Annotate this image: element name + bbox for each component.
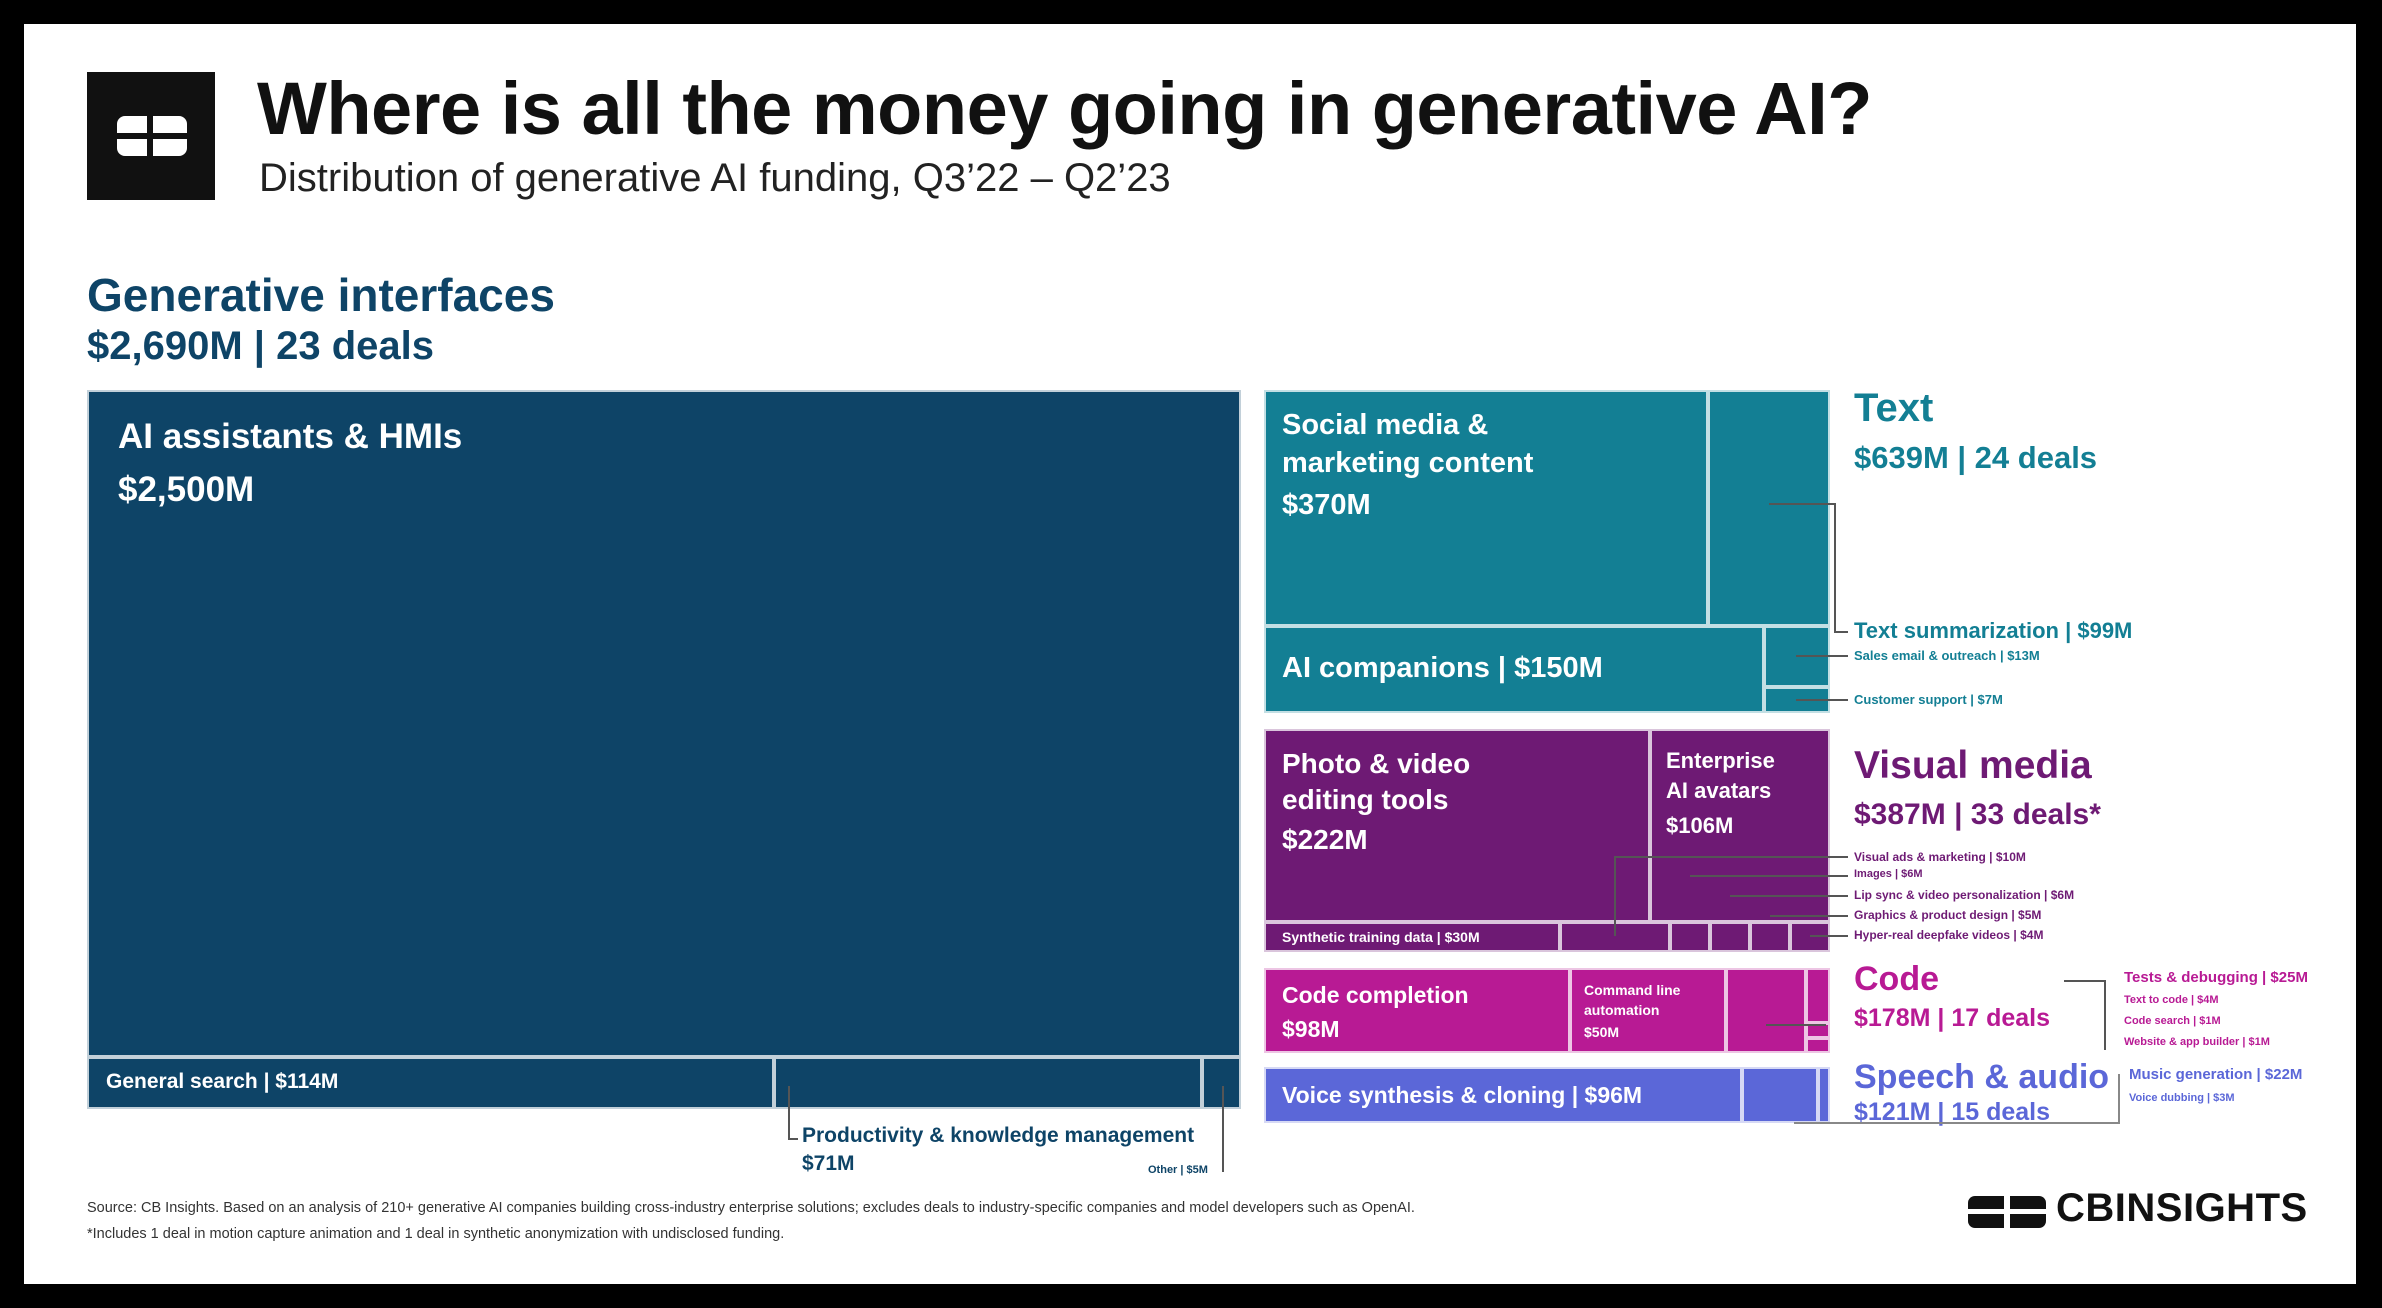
- tile-general-search: [87, 1057, 774, 1109]
- leader-tests-h: [1766, 1024, 1826, 1026]
- tile-value-enterprise-avatars: $106M: [1666, 813, 1734, 838]
- leader-visual-ads-v: [1614, 856, 1616, 936]
- tile-label-synthetic-data: Synthetic training data | $30M: [1282, 929, 1480, 945]
- tile-website-builder: [1806, 1038, 1830, 1053]
- group-summary-text: $639M | 24 deals: [1854, 440, 2098, 475]
- tile-label-enterprise-avatars-2: AI avatars: [1666, 778, 1772, 803]
- label-images: Images | $6M: [1854, 868, 1923, 880]
- tile-label-general-search: General search | $114M: [106, 1070, 339, 1093]
- leader-customer-support: [1796, 699, 1848, 701]
- leader-other: [1222, 1086, 1224, 1172]
- tile-deepfake: [1790, 922, 1830, 952]
- cb-logo-icon: [87, 72, 215, 200]
- tile-label-command-line-1: Command line: [1584, 982, 1681, 998]
- group-title-speech-audio: Speech & audio: [1854, 1058, 2110, 1096]
- group-title-visual-media: Visual media: [1854, 744, 2092, 787]
- group-summary-generative-interfaces: $2,690M | 23 deals: [87, 324, 434, 368]
- group-title-code: Code: [1854, 960, 1939, 998]
- tile-ai-assistants: [87, 390, 1241, 1057]
- label-code-search: Code search | $1M: [2124, 1015, 2221, 1027]
- footer-source: Source: CB Insights. Based on an analysi…: [87, 1200, 1415, 1216]
- tile-value-code-completion: $98M: [1282, 1016, 1340, 1042]
- tile-value-photo-video: $222M: [1282, 824, 1368, 855]
- tile-enterprise-avatars: [1650, 729, 1830, 922]
- tile-label-command-line-2: automation: [1584, 1002, 1660, 1018]
- label-lip-sync: Lip sync & video personalization | $6M: [1854, 888, 2075, 902]
- leader-speech: [1794, 1122, 2120, 1124]
- tile-label-ai-assistants: AI assistants & HMIs: [118, 417, 463, 456]
- leader-text-summarization-v: [1834, 503, 1836, 633]
- label-text-summarization: Text summarization | $99M: [1854, 618, 2133, 643]
- leader-productivity: [788, 1086, 790, 1140]
- tile-music-generation: [1742, 1067, 1818, 1123]
- tile-command-line: [1570, 968, 1726, 1053]
- page-subtitle: Distribution of generative AI funding, Q…: [259, 156, 1171, 200]
- label-text-to-code: Text to code | $4M: [2124, 994, 2219, 1006]
- leader-lip-sync: [1730, 895, 1848, 897]
- tile-label-code-completion: Code completion: [1282, 982, 1469, 1008]
- tile-voice-synthesis: [1264, 1067, 1742, 1123]
- tile-label-photo-video-1: Photo & video: [1282, 748, 1471, 779]
- tile-label-social-media-1: Social media &: [1282, 409, 1489, 441]
- tile-label-enterprise-avatars-1: Enterprise: [1666, 748, 1775, 773]
- leader-text-summarization-h: [1769, 503, 1834, 505]
- tile-text-summarization: [1708, 390, 1830, 626]
- group-summary-visual-media: $387M | 33 deals*: [1854, 798, 2101, 831]
- tile-label-photo-video-2: editing tools: [1282, 784, 1449, 815]
- label-productivity: Productivity & knowledge management: [802, 1124, 1195, 1147]
- leader-speech-v: [2118, 1074, 2120, 1124]
- leader-code-right-h: [2064, 980, 2106, 982]
- leader-code-right-v: [2104, 980, 2106, 1050]
- leader-graphics: [1770, 915, 1848, 917]
- label-tests-debugging: Tests & debugging | $25M: [2124, 969, 2308, 986]
- label-website-builder: Website & app builder | $1M: [2124, 1036, 2270, 1048]
- label-visual-ads: Visual ads & marketing | $10M: [1854, 850, 2026, 864]
- tile-images: [1670, 922, 1710, 952]
- cb-insights-logo-icon: [1966, 1192, 2050, 1232]
- group-summary-speech-audio: $121M | 15 deals: [1854, 1098, 2051, 1126]
- tile-label-social-media-2: marketing content: [1282, 447, 1534, 479]
- tile-synthetic-data: [1264, 922, 1560, 952]
- group-summary-code: $178M | 17 deals: [1854, 1004, 2051, 1032]
- tile-graphics: [1750, 922, 1790, 952]
- leader-sales-email: [1796, 655, 1848, 657]
- page-title: Where is all the money going in generati…: [257, 67, 1872, 150]
- tile-photo-video: [1264, 729, 1650, 922]
- leader-productivity-tick: [788, 1138, 798, 1140]
- tile-social-media: [1264, 390, 1708, 626]
- label-deepfake: Hyper-real deepfake videos | $4M: [1854, 928, 2044, 942]
- footer-note: *Includes 1 deal in motion capture anima…: [87, 1226, 785, 1242]
- cb-insights-wordmark: CBINSIGHTS: [2056, 1186, 2308, 1230]
- tile-ai-companions: [1264, 626, 1764, 713]
- tile-label-ai-companions: AI companions | $150M: [1282, 652, 1603, 684]
- label-voice-dubbing: Voice dubbing | $3M: [2129, 1092, 2235, 1104]
- tile-value-ai-assistants: $2,500M: [118, 470, 255, 509]
- label-sales-email: Sales email & outreach | $13M: [1854, 648, 2040, 663]
- label-graphics: Graphics & product design | $5M: [1854, 908, 2042, 922]
- label-music-generation: Music generation | $22M: [2129, 1066, 2303, 1083]
- tile-value-command-line: $50M: [1584, 1024, 1620, 1040]
- tile-label-voice-synthesis: Voice synthesis & cloning | $96M: [1282, 1082, 1643, 1108]
- infographic-card: Where is all the money going in generati…: [24, 24, 2356, 1284]
- tile-voice-dubbing: [1818, 1067, 1830, 1123]
- tile-text-to-code: [1806, 968, 1830, 1023]
- label-other: Other | $5M: [1148, 1164, 1208, 1176]
- group-title-generative-interfaces: Generative interfaces: [87, 269, 555, 321]
- leader-images: [1690, 875, 1848, 877]
- tile-tests-debugging: [1726, 968, 1806, 1053]
- tile-value-social-media: $370M: [1282, 489, 1371, 521]
- leader-visual-ads-h: [1614, 856, 1848, 858]
- tile-productivity: [774, 1057, 1202, 1109]
- label-customer-support: Customer support | $7M: [1854, 692, 2003, 707]
- group-title-text: Text: [1854, 386, 1934, 430]
- value-productivity: $71M: [802, 1152, 855, 1175]
- leader-deepfake: [1810, 935, 1848, 937]
- tile-other: [1202, 1057, 1241, 1109]
- tile-lip-sync: [1710, 922, 1750, 952]
- leader-text-summarization-tick: [1834, 631, 1848, 633]
- tile-code-completion: [1264, 968, 1570, 1053]
